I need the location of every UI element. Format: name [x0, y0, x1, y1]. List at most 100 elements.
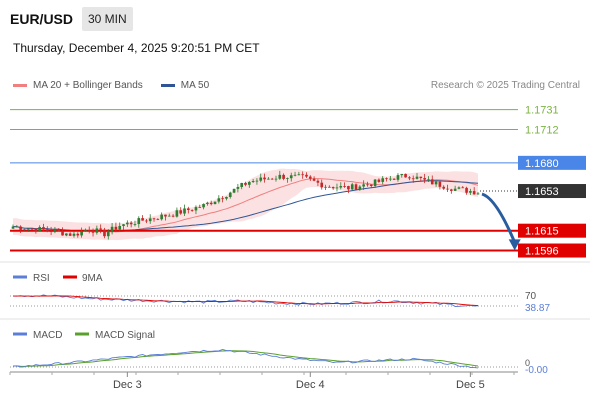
candle-body — [373, 179, 377, 186]
candle-body — [305, 174, 308, 177]
candle — [118, 222, 122, 232]
candle-body — [38, 227, 42, 232]
candle-body — [175, 210, 179, 217]
candle — [419, 176, 423, 182]
candle — [103, 227, 106, 239]
timeframe-button[interactable]: 30 MIN — [82, 7, 133, 31]
candle — [263, 173, 266, 183]
candle-body — [350, 184, 354, 190]
candle-body — [122, 224, 125, 226]
candle-body — [141, 218, 144, 221]
candle — [11, 224, 15, 229]
candle — [476, 191, 480, 195]
candle-body — [343, 186, 346, 187]
candle-body — [400, 173, 404, 176]
legend-swatch-ma50 — [160, 84, 175, 87]
candle-body — [72, 233, 76, 236]
price-levels — [10, 109, 518, 252]
candle-body — [415, 176, 419, 179]
level-label-1.1615: 1.1615 — [525, 226, 559, 238]
last-price-label: 1.1653 — [525, 186, 559, 198]
candle-body — [457, 187, 461, 189]
candle — [381, 176, 385, 185]
candle — [23, 228, 26, 231]
candle-body — [53, 229, 57, 233]
candle-body — [392, 178, 396, 180]
candle — [289, 172, 293, 182]
candle-body — [164, 214, 167, 217]
candle-body — [411, 178, 415, 180]
candle-body — [213, 201, 217, 205]
candle — [240, 182, 244, 190]
x-axis-ticks: Dec 3 Dec 4 Dec 5 — [9, 372, 515, 391]
candle-body — [251, 181, 255, 183]
candle-body — [469, 191, 472, 193]
candle — [312, 176, 316, 182]
candle — [267, 177, 270, 180]
candle-body — [453, 188, 457, 191]
bollinger-band — [13, 168, 478, 241]
candle-body — [282, 174, 285, 179]
candle-body — [434, 181, 438, 185]
candle — [244, 181, 247, 187]
candle-body — [11, 226, 15, 229]
rsi-last-value: 38.87 — [525, 303, 550, 314]
candle-body — [465, 187, 468, 193]
candle — [236, 183, 240, 193]
candle-body — [45, 229, 49, 231]
candle-body — [87, 230, 91, 232]
candle-body — [419, 176, 423, 179]
candle — [469, 188, 472, 195]
level-tag-1.1615 — [518, 223, 586, 238]
candle — [167, 213, 171, 217]
candle-body — [118, 225, 122, 230]
candle-body — [381, 178, 385, 182]
legend-item-ma50: MA 50 — [160, 80, 209, 91]
candle-body — [385, 178, 388, 180]
candle-body — [438, 181, 442, 187]
macd-signal-legend-label: MACD Signal — [95, 330, 155, 341]
candle-body — [324, 186, 327, 188]
candle — [49, 226, 53, 236]
candle — [183, 204, 186, 217]
candle-body — [430, 179, 434, 185]
candle-body — [133, 224, 137, 225]
candle — [404, 173, 407, 178]
legend-label-ma20: MA 20 + Bollinger Bands — [33, 80, 143, 91]
macd-legend-label: MACD — [33, 330, 62, 341]
candle-body — [106, 232, 110, 237]
candle-body — [57, 229, 61, 232]
candle-body — [228, 192, 232, 197]
candle — [15, 225, 19, 228]
candle-body — [84, 230, 87, 232]
candle — [305, 172, 308, 178]
candle-body — [137, 218, 141, 225]
moving-averages — [13, 178, 479, 233]
candle — [347, 185, 350, 194]
level-label-1.1680: 1.1680 — [525, 158, 559, 170]
candle — [225, 196, 228, 201]
candle-body — [331, 187, 335, 189]
candle — [72, 231, 76, 238]
candle — [286, 177, 289, 183]
candle-body — [65, 233, 68, 236]
candle — [373, 178, 377, 189]
candle — [446, 184, 449, 192]
price-legend: MA 20 + Bollinger Bands MA 50 — [13, 80, 227, 91]
candle-body — [167, 215, 171, 217]
macd-legend: MACD MACD Signal — [13, 330, 155, 341]
candle-body — [263, 177, 266, 180]
candle-body — [461, 187, 465, 189]
candle-body — [183, 208, 186, 214]
candle-body — [129, 222, 133, 225]
rsi-legend: RSI 9MA — [13, 273, 103, 284]
candle-body — [308, 176, 312, 179]
candle — [282, 173, 285, 181]
candle — [465, 186, 468, 195]
candle — [217, 195, 221, 204]
candle — [396, 173, 400, 182]
candle — [221, 195, 224, 203]
candle-body — [114, 226, 118, 230]
candle — [68, 232, 72, 236]
